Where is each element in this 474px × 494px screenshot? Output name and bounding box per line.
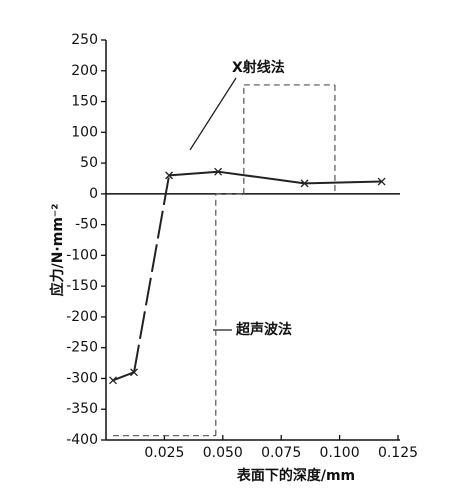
- y-tick-label: -250: [66, 340, 98, 356]
- y-tick-label: 50: [80, 155, 98, 171]
- y-tick-label: -200: [66, 309, 98, 325]
- line-segment: [112, 371, 135, 382]
- y-tick-label: 0: [89, 186, 98, 202]
- x-axis-label: 表面下的深度/mm: [236, 467, 355, 484]
- annotation-pointer: [189, 77, 237, 151]
- point-marker: [165, 171, 174, 180]
- line-segment: [133, 175, 171, 373]
- y-tick-label: 200: [71, 63, 98, 79]
- line-segment: [168, 170, 219, 177]
- x-tick-label: 0.050: [203, 445, 243, 461]
- y-tick-label: 150: [71, 94, 98, 110]
- y-tick-label: -400: [66, 432, 98, 448]
- point-marker: [300, 179, 309, 188]
- point-marker: [130, 368, 138, 377]
- y-tick-label: -300: [66, 370, 98, 386]
- y-tick-label: -150: [66, 278, 98, 294]
- y-tick-label: 100: [71, 124, 98, 140]
- y-tick-label: 250: [71, 32, 98, 48]
- x-tick-label: 0.125: [378, 445, 418, 461]
- point-marker: [377, 177, 386, 186]
- y-tick-label: -350: [66, 401, 98, 417]
- annotation: X射线法: [232, 59, 285, 76]
- line-segment: [304, 180, 382, 185]
- line-segment: [217, 170, 305, 185]
- point-marker: [214, 167, 223, 176]
- x-tick-label: 0.100: [320, 445, 360, 461]
- annotation: 超声波法: [235, 321, 292, 338]
- x-tick-label: 0.075: [261, 445, 301, 461]
- y-tick-label: -100: [66, 247, 98, 263]
- x-tick-label: 0.025: [144, 445, 184, 461]
- y-tick-label: -50: [75, 217, 98, 233]
- y-axis-label: 应力/N·mm⁻²: [49, 204, 66, 297]
- point-marker: [109, 376, 117, 385]
